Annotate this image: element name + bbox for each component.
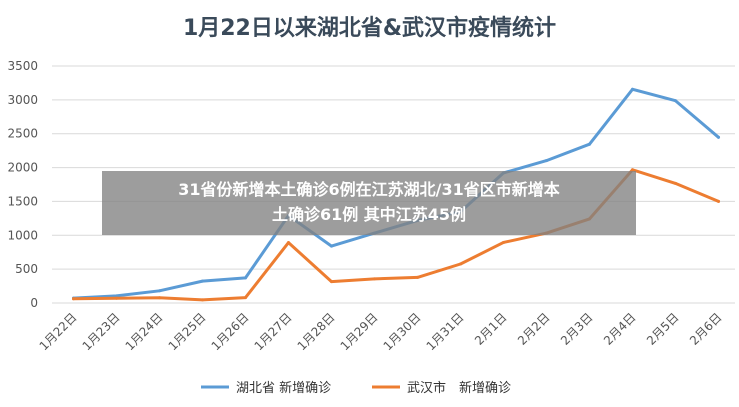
x-tick-label: 1月22日 bbox=[37, 310, 80, 353]
x-tick-label: 1月29日 bbox=[338, 310, 381, 353]
x-tick-label: 1月31日 bbox=[424, 310, 467, 353]
x-tick-label: 2月5日 bbox=[644, 310, 682, 348]
news-headline-text: 31省份新增本土确诊6例在江苏湖北/31省区市新增本 土确诊61例 其中江苏45… bbox=[102, 177, 636, 227]
x-tick-label: 2月6日 bbox=[687, 310, 725, 348]
y-tick-label: 2500 bbox=[7, 127, 38, 141]
x-tick-label: 2月2日 bbox=[515, 310, 553, 348]
data-point bbox=[115, 296, 118, 300]
data-point bbox=[631, 87, 634, 91]
data-point bbox=[330, 280, 333, 284]
data-point bbox=[244, 296, 247, 300]
y-tick-label: 1000 bbox=[7, 228, 38, 242]
x-axis: 1月22日 1月23日 1月24日 1月25日 1月26日 1月27日 1月28日 1月29日… bbox=[37, 310, 725, 353]
x-tick-label: 1月30日 bbox=[381, 310, 424, 353]
data-point bbox=[158, 296, 161, 300]
data-point bbox=[330, 244, 333, 248]
legend-label: 武汉市 新增确诊 bbox=[407, 380, 511, 396]
y-tick-label: 3500 bbox=[7, 59, 38, 73]
data-point bbox=[674, 181, 677, 185]
news-headline-banner: 31省份新增本土确诊6例在江苏湖北/31省区市新增本 土确诊61例 其中江苏45… bbox=[102, 171, 636, 235]
y-tick-label: 1500 bbox=[7, 194, 38, 208]
data-point bbox=[158, 289, 161, 293]
data-point bbox=[459, 262, 462, 266]
x-tick-label: 1月24日 bbox=[123, 310, 166, 353]
data-point bbox=[244, 276, 247, 280]
data-point bbox=[588, 142, 591, 146]
data-point bbox=[201, 298, 204, 302]
y-tick-label: 2000 bbox=[7, 161, 38, 175]
y-axis: 0 500 1000 1500 2000 2500 3000 3500 bbox=[7, 59, 38, 310]
chart-title: 1月22日以来湖北省&武汉市疫情统计 bbox=[182, 16, 557, 41]
data-point bbox=[72, 297, 75, 301]
data-point bbox=[287, 241, 290, 245]
x-tick-label: 1月27日 bbox=[252, 310, 295, 353]
y-tick-label: 0 bbox=[30, 296, 38, 310]
data-point bbox=[416, 275, 419, 279]
data-point bbox=[717, 199, 720, 203]
headline-line-1: 31省份新增本土确诊6例在江苏湖北/31省区市新增本 bbox=[178, 180, 560, 199]
x-tick-label: 1月25日 bbox=[166, 310, 209, 353]
x-tick-label: 2月1日 bbox=[472, 310, 510, 348]
data-point bbox=[373, 277, 376, 281]
data-point bbox=[545, 159, 548, 163]
legend: 湖北省 新增确诊 武汉市 新增确诊 bbox=[201, 380, 511, 396]
data-point bbox=[717, 135, 720, 139]
headline-line-2: 土确诊61例 其中江苏45例 bbox=[271, 205, 467, 224]
data-point bbox=[115, 294, 118, 298]
legend-label: 湖北省 新增确诊 bbox=[236, 380, 331, 396]
data-point bbox=[502, 240, 505, 244]
data-point bbox=[201, 279, 204, 283]
y-tick-label: 3000 bbox=[7, 93, 38, 107]
y-tick-label: 500 bbox=[15, 262, 38, 276]
x-tick-label: 1月28日 bbox=[295, 310, 338, 353]
x-tick-label: 2月4日 bbox=[601, 310, 639, 348]
x-tick-label: 2月3日 bbox=[558, 310, 596, 348]
x-tick-label: 1月26日 bbox=[209, 310, 252, 353]
data-point bbox=[631, 168, 634, 172]
data-point bbox=[674, 99, 677, 103]
x-tick-label: 1月23日 bbox=[80, 310, 123, 353]
